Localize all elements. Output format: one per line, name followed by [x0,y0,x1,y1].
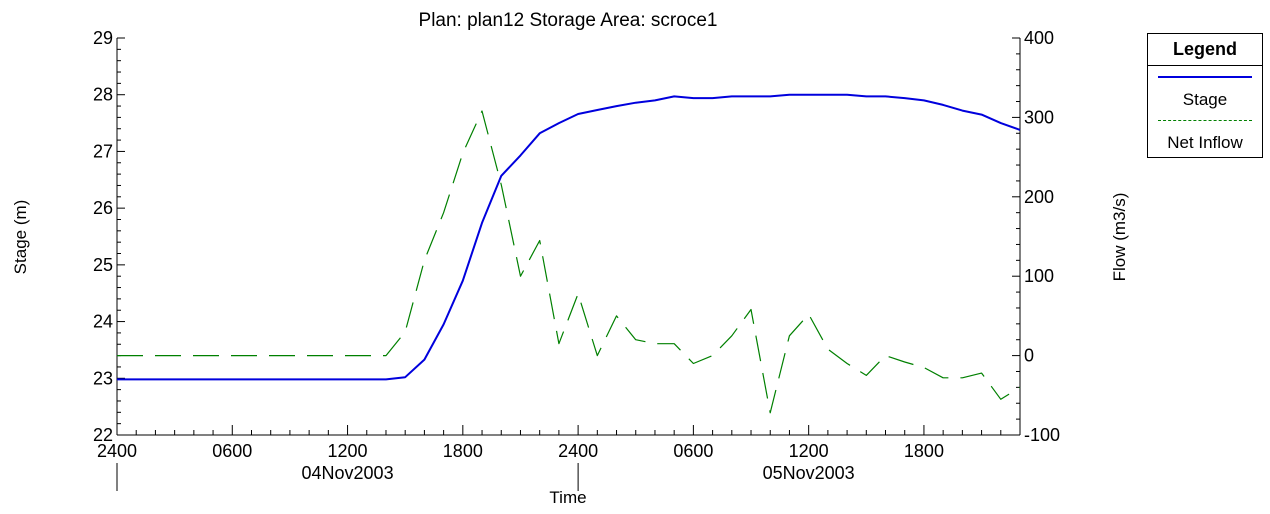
axis-ticks: 22 23 24 25 26 27 28 29 -100 0 100 200 300 400 2400 060… [93,28,1060,491]
series-line-stage [117,93,1021,381]
y-axis-label: Stage (m) [11,200,30,275]
y2-tick-label: 200 [1024,187,1054,207]
x-axis-label: Time [549,488,586,507]
x-tick-label: 1800 [904,441,944,461]
legend-swatch-stage [1158,76,1252,78]
y-tick-label: 29 [93,28,113,48]
x-date-label: 04Nov2003 [302,463,394,483]
x-tick-label: 2400 [558,441,598,461]
y-tick-label: 22 [93,425,113,445]
y-tick-label: 26 [93,198,113,218]
y2-tick-label: 0 [1024,346,1034,366]
plot-frame [116,38,1021,436]
chart-title: Plan: plan12 Storage Area: scroce1 [419,10,718,31]
x-tick-label: 2400 [97,441,137,461]
y2-tick-label: 300 [1024,107,1054,127]
y2-tick-label: 400 [1024,28,1054,48]
data-series [117,93,1021,414]
legend-title: Legend [1148,34,1262,66]
legend-label-stage: Stage [1182,90,1228,109]
y2-axis-label: Flow (m3/s) [1110,193,1129,282]
legend-label-net-inflow: Net Inflow [1167,133,1243,152]
y2-tick-label: 100 [1024,266,1054,286]
y-tick-label: 23 [93,368,113,388]
y2-tick-label: -100 [1024,425,1060,445]
series-line-net-inflow [117,110,1021,414]
y-tick-label: 24 [93,312,113,332]
x-tick-label: 1200 [789,441,829,461]
y-tick-label: 27 [93,141,113,161]
x-tick-label: 0600 [212,441,252,461]
legend-swatch-net-inflow [1158,120,1252,121]
x-tick-label: 1200 [328,441,368,461]
y-tick-label: 28 [93,85,113,105]
x-tick-label: 1800 [443,441,483,461]
x-tick-label: 0600 [673,441,713,461]
legend: Legend Stage Net Inflow [1147,33,1263,158]
x-date-label: 05Nov2003 [763,463,855,483]
y-tick-label: 25 [93,255,113,275]
